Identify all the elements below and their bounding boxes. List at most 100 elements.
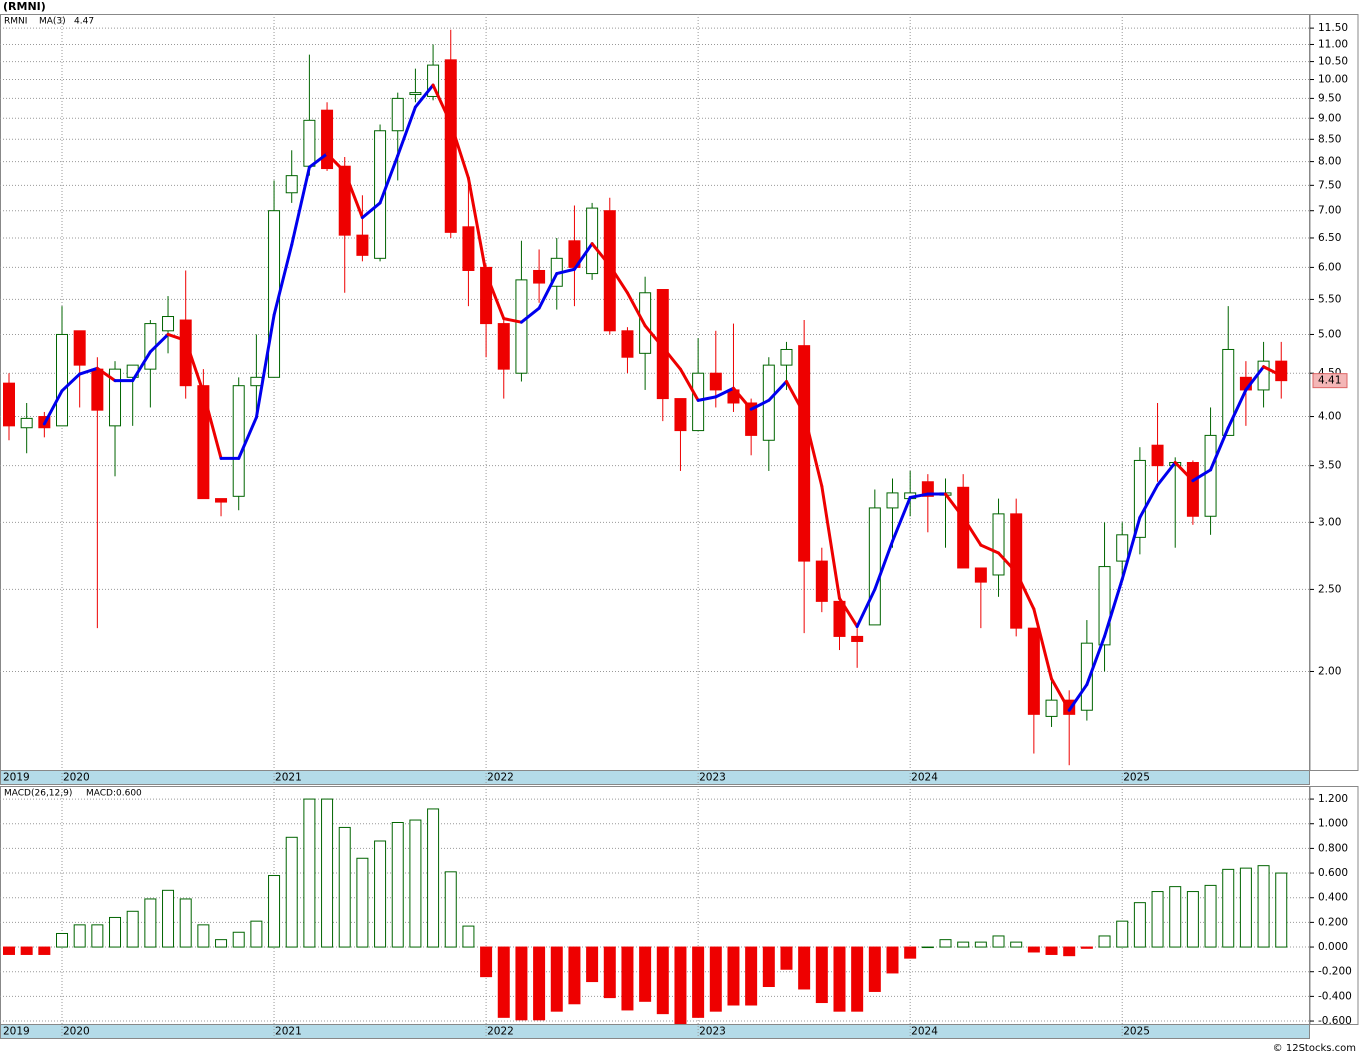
macd-bar xyxy=(321,798,334,948)
macd-bar xyxy=(568,946,581,1005)
ma-line xyxy=(254,313,276,419)
ma-line xyxy=(148,332,170,354)
candle-body xyxy=(427,64,440,97)
ma-line xyxy=(678,367,700,402)
macd-bar xyxy=(409,819,422,948)
macd-bar xyxy=(762,946,775,988)
y-axis-area xyxy=(1309,14,1359,771)
y-tick-label: -0.400 xyxy=(1318,990,1352,1002)
ma-line xyxy=(572,242,594,271)
candle-body xyxy=(745,402,758,436)
candle-body xyxy=(391,97,404,132)
x-tick-label: 2025 xyxy=(1123,1026,1150,1038)
ma-line xyxy=(272,243,294,317)
ma-line xyxy=(731,386,753,411)
macd-bar xyxy=(1257,865,1270,948)
axis-band xyxy=(0,1024,1310,1039)
candle-body xyxy=(603,210,616,332)
candle-body xyxy=(250,376,263,387)
macd-bar xyxy=(745,946,758,1006)
ma-line xyxy=(325,152,347,174)
ma-line xyxy=(519,306,541,324)
y-tick-label: 10.50 xyxy=(1318,56,1348,68)
y-tick-label: 7.50 xyxy=(1318,179,1341,191)
ma-line xyxy=(201,391,223,460)
candle-body xyxy=(1116,534,1129,562)
macd-bar xyxy=(162,889,175,948)
candle-body xyxy=(709,372,722,391)
macd-bar xyxy=(1116,920,1129,948)
macd-bar xyxy=(20,946,33,955)
ma-line xyxy=(837,596,859,629)
x-tick-label: 2025 xyxy=(1123,772,1150,784)
macd-bar xyxy=(391,822,404,948)
macd-bar xyxy=(427,808,440,948)
ma-line xyxy=(502,317,523,324)
ma-line xyxy=(997,551,1018,574)
macd-bar xyxy=(38,946,51,955)
candle-body xyxy=(374,130,387,259)
macd-bar xyxy=(868,946,881,992)
macd-bar xyxy=(550,946,563,1012)
ma-line xyxy=(466,176,488,276)
candle-body xyxy=(621,330,634,358)
candle-body xyxy=(197,385,210,500)
macd-bar xyxy=(444,871,457,948)
ma-line xyxy=(1156,461,1177,487)
y-tick-label: 3.00 xyxy=(1318,516,1341,528)
ma-line xyxy=(555,267,576,276)
candle-body xyxy=(1080,642,1093,711)
macd-bar xyxy=(179,898,192,948)
candle-body xyxy=(851,635,864,642)
candle-body xyxy=(1133,459,1146,538)
ma-line xyxy=(944,492,965,519)
macd-bar xyxy=(957,941,970,948)
candle-body xyxy=(957,486,970,569)
macd-bar xyxy=(3,946,15,955)
candle-body xyxy=(409,92,422,96)
candle-body xyxy=(533,269,546,284)
macd-bar xyxy=(692,946,705,1018)
macd-bar xyxy=(586,946,599,983)
y-tick-label: 8.00 xyxy=(1318,156,1341,168)
ma-line xyxy=(449,121,470,180)
macd-bar xyxy=(904,946,917,959)
candle-body xyxy=(1275,360,1288,382)
macd-bar xyxy=(1204,884,1217,948)
macd-bar xyxy=(1222,868,1235,948)
y-tick-label: 7.00 xyxy=(1318,205,1341,217)
candle-body xyxy=(215,498,228,503)
ma-line xyxy=(643,324,665,349)
ma-line xyxy=(60,372,82,393)
ma-line xyxy=(378,154,400,205)
y-tick-label: 9.00 xyxy=(1318,112,1341,124)
candle-body xyxy=(1186,462,1199,517)
candle-body xyxy=(692,372,705,432)
ma-line xyxy=(343,170,364,220)
candle-body xyxy=(1045,699,1058,717)
ma-line xyxy=(1032,607,1054,681)
macd-bar xyxy=(1080,946,1093,949)
plot-area xyxy=(0,786,1310,1025)
y-axis-area xyxy=(1309,786,1359,1025)
macd-bar xyxy=(798,946,811,990)
ma-line xyxy=(661,345,682,371)
y-tick-label: 0.800 xyxy=(1318,842,1348,854)
candle-body xyxy=(992,513,1005,576)
ma-line xyxy=(625,291,647,328)
last-price-box xyxy=(1312,373,1348,389)
ma-line xyxy=(891,495,912,543)
macd-bar xyxy=(1045,946,1058,955)
macd-bar xyxy=(1275,872,1288,948)
macd-bar xyxy=(73,924,86,948)
x-tick-label: 2019 xyxy=(3,772,30,784)
candle-body xyxy=(444,59,457,233)
ma-line xyxy=(767,379,788,402)
ma-line xyxy=(396,105,417,158)
ma-line xyxy=(1226,388,1248,430)
y-tick-label: 6.50 xyxy=(1318,232,1341,244)
macd-bar xyxy=(197,924,210,948)
ma-line xyxy=(290,165,311,247)
legend-ma: MA(3) xyxy=(39,17,66,27)
macd-bar xyxy=(1098,935,1111,948)
